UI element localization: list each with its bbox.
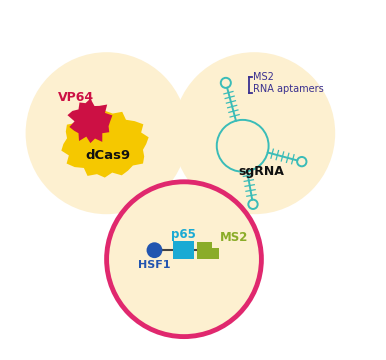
Text: dCas9: dCas9 [86,149,131,162]
Text: VP64: VP64 [58,91,94,104]
Polygon shape [68,99,112,143]
Circle shape [173,52,335,214]
Circle shape [25,52,188,214]
Text: sgRNA: sgRNA [239,165,284,177]
Polygon shape [197,242,218,259]
Polygon shape [61,111,149,177]
Circle shape [147,242,163,258]
Text: p65: p65 [171,228,196,241]
Text: MS2
RNA aptamers: MS2 RNA aptamers [254,72,324,94]
Bar [173,241,194,259]
Text: MS2: MS2 [220,231,249,244]
Circle shape [107,182,261,337]
Text: HSF1: HSF1 [138,260,171,270]
